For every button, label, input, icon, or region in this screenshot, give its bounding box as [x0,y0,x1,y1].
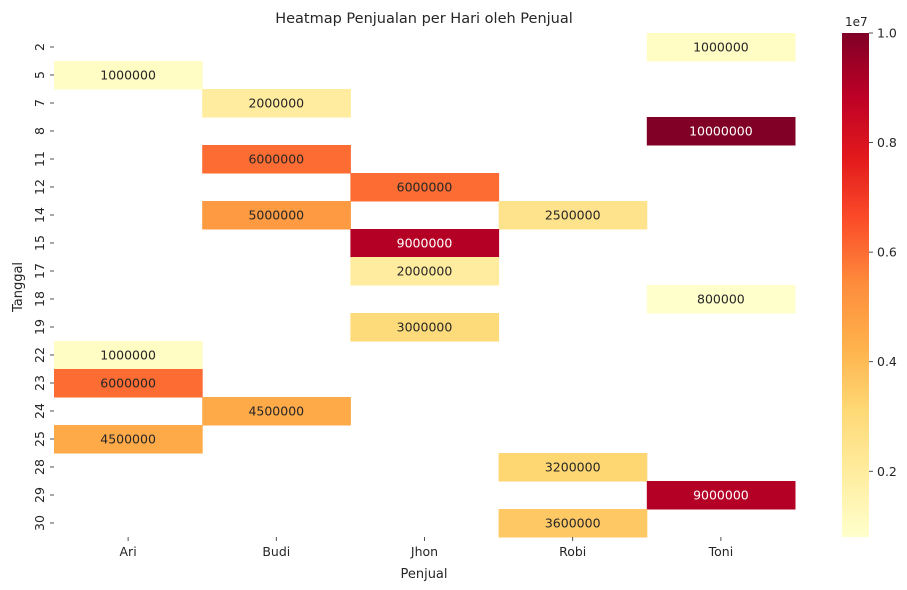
colorbar [842,33,869,537]
y-tick-label: 18 [32,291,47,307]
cell-value-label: 1000000 [100,68,156,83]
colorbar-ticks: 0.2 0.4 0.6 0.8 1.0 [869,26,897,479]
cell-value-label: 3000000 [397,320,453,335]
cell-value-label: 1000000 [693,40,749,55]
heatmap-cell [202,201,351,230]
colorbar-multiplier: 1e7 [845,15,868,29]
cell-value-label: 6000000 [248,152,304,167]
cell-value-label: 3200000 [545,460,601,475]
x-tick-label: Toni [708,544,734,559]
heatmap-cell [54,425,203,454]
y-tick-label: 8 [32,127,47,135]
cell-value-label: 9000000 [397,236,453,251]
heatmap-cell [350,313,500,342]
cell-value-label: 4500000 [100,432,156,447]
y-tick-label: 5 [32,71,47,79]
heatmap-cell [646,117,796,146]
heatmap-cell [350,257,500,286]
colorbar-tick-label: 0.2 [877,464,897,479]
heatmap-cell [498,509,648,538]
x-axis-ticks: Ari Budi Jhon Robi Toni [120,537,734,559]
heatmap-cell [646,285,796,314]
y-tick-label: 15 [32,235,47,251]
cell-value-label: 2500000 [545,208,601,223]
y-tick-label: 28 [32,459,47,475]
heatmap-cell [202,145,351,174]
x-axis-label: Penjual [400,567,447,582]
y-tick-label: 30 [32,515,47,531]
heatmap-cell [646,481,796,510]
heatmap-cell [350,173,500,202]
cell-value-label: 4500000 [248,404,304,419]
cell-value-label: 2000000 [397,264,453,279]
heatmap-cell [498,201,648,230]
cell-value-label: 2000000 [248,96,304,111]
heatmap-cell [54,341,203,370]
heatmap-cell [498,453,648,482]
cell-value-label: 5000000 [248,208,304,223]
x-tick-label: Robi [559,544,586,559]
y-tick-label: 7 [32,99,47,107]
heatmap-cell [202,397,351,426]
heatmap-cell [54,61,203,90]
x-tick-label: Jhon [410,544,438,559]
y-tick-label: 22 [32,347,47,363]
y-tick-label: 24 [32,403,47,419]
chart-title: Heatmap Penjualan per Hari oleh Penjual [275,11,573,27]
cell-value-label: 10000000 [689,124,753,139]
y-tick-label: 17 [32,263,47,279]
colorbar-tick-label: 0.4 [877,354,897,369]
y-tick-label: 11 [32,151,47,167]
heatmap-cell [350,229,500,258]
heatmap-cell [646,33,796,62]
y-tick-label: 19 [32,319,47,335]
cell-value-label: 9000000 [693,488,749,503]
heatmap-cell [202,89,351,118]
cell-value-label: 6000000 [100,376,156,391]
y-tick-label: 23 [32,375,47,391]
cell-value-label: 1000000 [100,348,156,363]
y-axis-label: Tanggal [11,262,26,313]
colorbar-tick-label: 0.8 [877,135,897,150]
heatmap-cells: 1000000 1000000 2000000 10000000 6000000 6000… [54,33,796,538]
cell-value-label: 6000000 [397,180,453,195]
y-tick-label: 2 [32,43,47,51]
cell-value-label: 800000 [697,292,745,307]
y-tick-label: 29 [32,487,47,503]
x-tick-label: Budi [262,544,290,559]
x-tick-label: Ari [120,544,137,559]
y-tick-label: 14 [32,207,47,223]
cell-value-label: 3600000 [545,516,601,531]
colorbar-tick-label: 1.0 [877,26,897,41]
heatmap-cell [54,369,203,398]
y-tick-label: 12 [32,179,47,195]
colorbar-tick-label: 0.6 [877,245,897,260]
y-tick-label: 25 [32,431,47,447]
